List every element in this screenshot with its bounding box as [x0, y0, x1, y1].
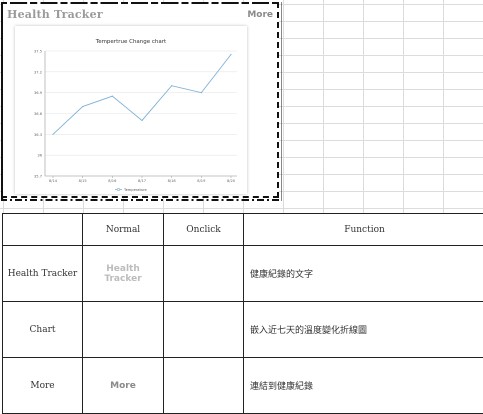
- y-tick-label: 36: [37, 154, 42, 158]
- x-tick-label: 8/14: [49, 179, 58, 183]
- header-cell-empty: [3, 214, 83, 246]
- row-onclick: [164, 302, 244, 358]
- row-normal: More: [83, 358, 164, 414]
- chart-x-ticks: 8/14 8/15 8/16 8/17 8/18 8/19 8/20: [49, 176, 236, 183]
- table-header-row: Normal Onclick Function: [3, 214, 483, 246]
- row-function: 連結到健康紀錄: [244, 358, 483, 414]
- y-tick-label: 36.9: [34, 91, 43, 95]
- x-tick-label: 8/18: [168, 179, 177, 183]
- row-normal: Health Tracker: [83, 246, 164, 302]
- header-cell-function: Function: [244, 214, 483, 246]
- row-label: Health Tracker: [3, 246, 83, 302]
- row-function: 嵌入近七天的溫度變化折線圖: [244, 302, 483, 358]
- data-point: [201, 92, 202, 93]
- normal-sample-tracker: Health Tracker: [104, 264, 141, 284]
- legend-marker: [117, 188, 119, 190]
- data-point: [171, 85, 172, 86]
- row-normal: [83, 302, 164, 358]
- x-tick-label: 8/16: [108, 179, 117, 183]
- y-tick-label: 35.7: [34, 175, 42, 179]
- data-point: [82, 106, 83, 107]
- y-tick-label: 36.3: [34, 133, 42, 137]
- header-cell-normal: Normal: [83, 214, 164, 246]
- header-cell-onclick: Onclick: [164, 214, 244, 246]
- row-onclick: [164, 358, 244, 414]
- x-tick-label: 8/19: [197, 179, 206, 183]
- normal-sample-more: More: [110, 381, 136, 391]
- y-tick-label: 37.5: [34, 50, 42, 54]
- x-tick-label: 8/17: [138, 179, 146, 183]
- y-tick-label: 36.6: [34, 112, 43, 116]
- widget-title: Health Tracker: [7, 8, 103, 21]
- data-point: [230, 54, 231, 55]
- chart-series: [52, 54, 231, 135]
- row-onclick: [164, 246, 244, 302]
- data-point: [52, 134, 53, 135]
- row-function: 健康紀錄的文字: [244, 246, 483, 302]
- chart-title: Tempertrue Change chart: [95, 39, 167, 45]
- table-row: Health Tracker Health Tracker 健康紀錄的文字: [3, 246, 483, 302]
- spec-table: Normal Onclick Function Health Tracker H…: [2, 213, 483, 414]
- row-label: Chart: [3, 302, 83, 358]
- x-tick-label: 8/20: [227, 179, 236, 183]
- data-point: [112, 96, 113, 97]
- temperature-chart: Tempertrue Change chart 35.7 36 36.3 36.6 36…: [15, 26, 247, 194]
- legend-label: Temperature: [123, 188, 148, 192]
- chart-svg: Tempertrue Change chart 35.7 36 36.3 36.6 36…: [15, 26, 247, 194]
- more-link[interactable]: More: [247, 10, 273, 20]
- series-line-temperature: [53, 54, 231, 134]
- table-row: Chart 嵌入近七天的溫度變化折線圖: [3, 302, 483, 358]
- chart-y-ticks: 35.7 36 36.3 36.6 36.9 37.2 37.5: [34, 50, 43, 179]
- health-tracker-widget: Health Tracker More Tempertrue Change ch…: [1, 2, 279, 198]
- chart-legend: Temperature: [115, 188, 148, 192]
- x-tick-label: 8/15: [79, 179, 87, 183]
- y-tick-label: 37.2: [34, 70, 42, 74]
- chart-grid: [45, 51, 237, 176]
- row-label: More: [3, 358, 83, 414]
- data-point: [141, 120, 142, 121]
- table-row: More More 連結到健康紀錄: [3, 358, 483, 414]
